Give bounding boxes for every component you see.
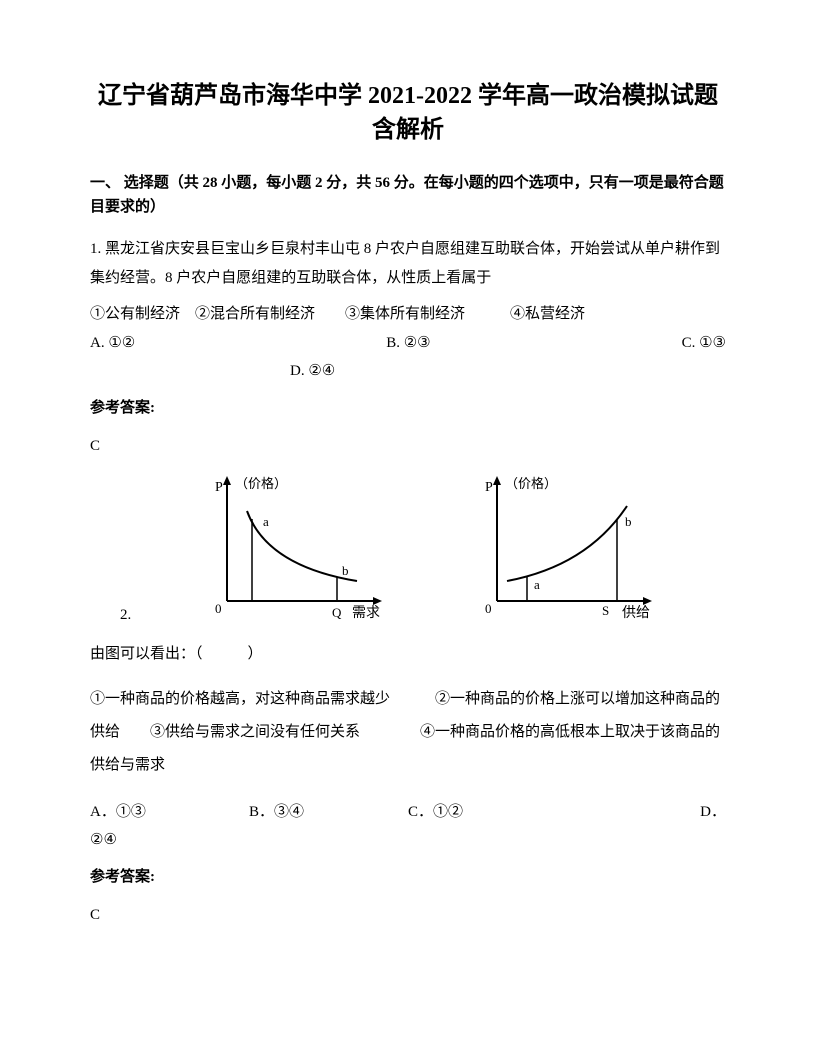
charts-container: 2. P （价格） a b 0 Q 需求	[120, 471, 726, 626]
q1-option-c: C. ①③	[682, 329, 726, 358]
q1-options-line1: A. ①② B. ②③ C. ①③	[90, 329, 726, 358]
q2-prompt: 由图可以看出：（ ）	[90, 638, 726, 671]
q1-answer: C	[90, 432, 726, 461]
supply-chart: P （价格） a b 0 S 供给	[467, 471, 677, 626]
document-title: 辽宁省葫芦岛市海华中学 2021-2022 学年高一政治模拟试题含解析	[90, 80, 726, 147]
point-b-demand: b	[342, 563, 349, 578]
q1-answer-label: 参考答案:	[90, 394, 726, 423]
q1-circled-options: ①公有制经济 ②混合所有制经济 ③集体所有制经济 ④私营经济	[90, 300, 726, 329]
q2-option-c: C．①②	[408, 798, 567, 827]
q1-text: 1. 黑龙江省庆安县巨宝山乡巨泉村丰山屯 8 户农户自愿组建互助联合体，开始尝试…	[90, 235, 726, 292]
q2-answer: C	[90, 901, 726, 930]
demand-chart: P （价格） a b 0 Q 需求	[197, 471, 407, 626]
q-axis-label: Q	[332, 605, 342, 620]
s-axis-label: S	[602, 603, 609, 618]
q2-option-b: B．③④	[249, 798, 408, 827]
q2-option-a: A．①③	[90, 798, 249, 827]
price-label-demand: （价格）	[235, 476, 287, 491]
section-header: 一、 选择题（共 28 小题，每小题 2 分，共 56 分。在每小题的四个选项中…	[90, 171, 726, 219]
q1-option-b: B. ②③	[386, 329, 430, 358]
q2-options-row: A．①③ B．③④ C．①② D．	[90, 798, 726, 827]
q2-option-d-rest: ②④	[90, 826, 726, 855]
q2-statements: ①一种商品的价格越高，对这种商品需求越少 ②一种商品的价格上涨可以增加这种商品的…	[90, 683, 726, 782]
p-axis-label-supply: P	[485, 480, 493, 495]
p-axis-label: P	[215, 480, 223, 495]
q1-option-a: A. ①②	[90, 329, 135, 358]
supply-curve-svg: P （价格） a b 0 S 供给	[467, 471, 677, 621]
price-label-supply: （价格）	[505, 476, 557, 491]
point-a-supply: a	[534, 577, 540, 592]
demand-label: 需求	[352, 605, 380, 621]
q2-answer-label: 参考答案:	[90, 863, 726, 892]
origin-demand: 0	[215, 601, 222, 616]
point-a-demand: a	[263, 514, 269, 529]
q2-number: 2.	[120, 607, 131, 626]
q2-option-d-prefix: D．	[567, 798, 726, 827]
origin-supply: 0	[485, 601, 492, 616]
demand-curve-svg: P （价格） a b 0 Q 需求	[197, 471, 407, 621]
q1-option-d: D. ②④	[290, 357, 726, 386]
supply-label: 供给	[622, 605, 650, 621]
point-b-supply: b	[625, 514, 632, 529]
